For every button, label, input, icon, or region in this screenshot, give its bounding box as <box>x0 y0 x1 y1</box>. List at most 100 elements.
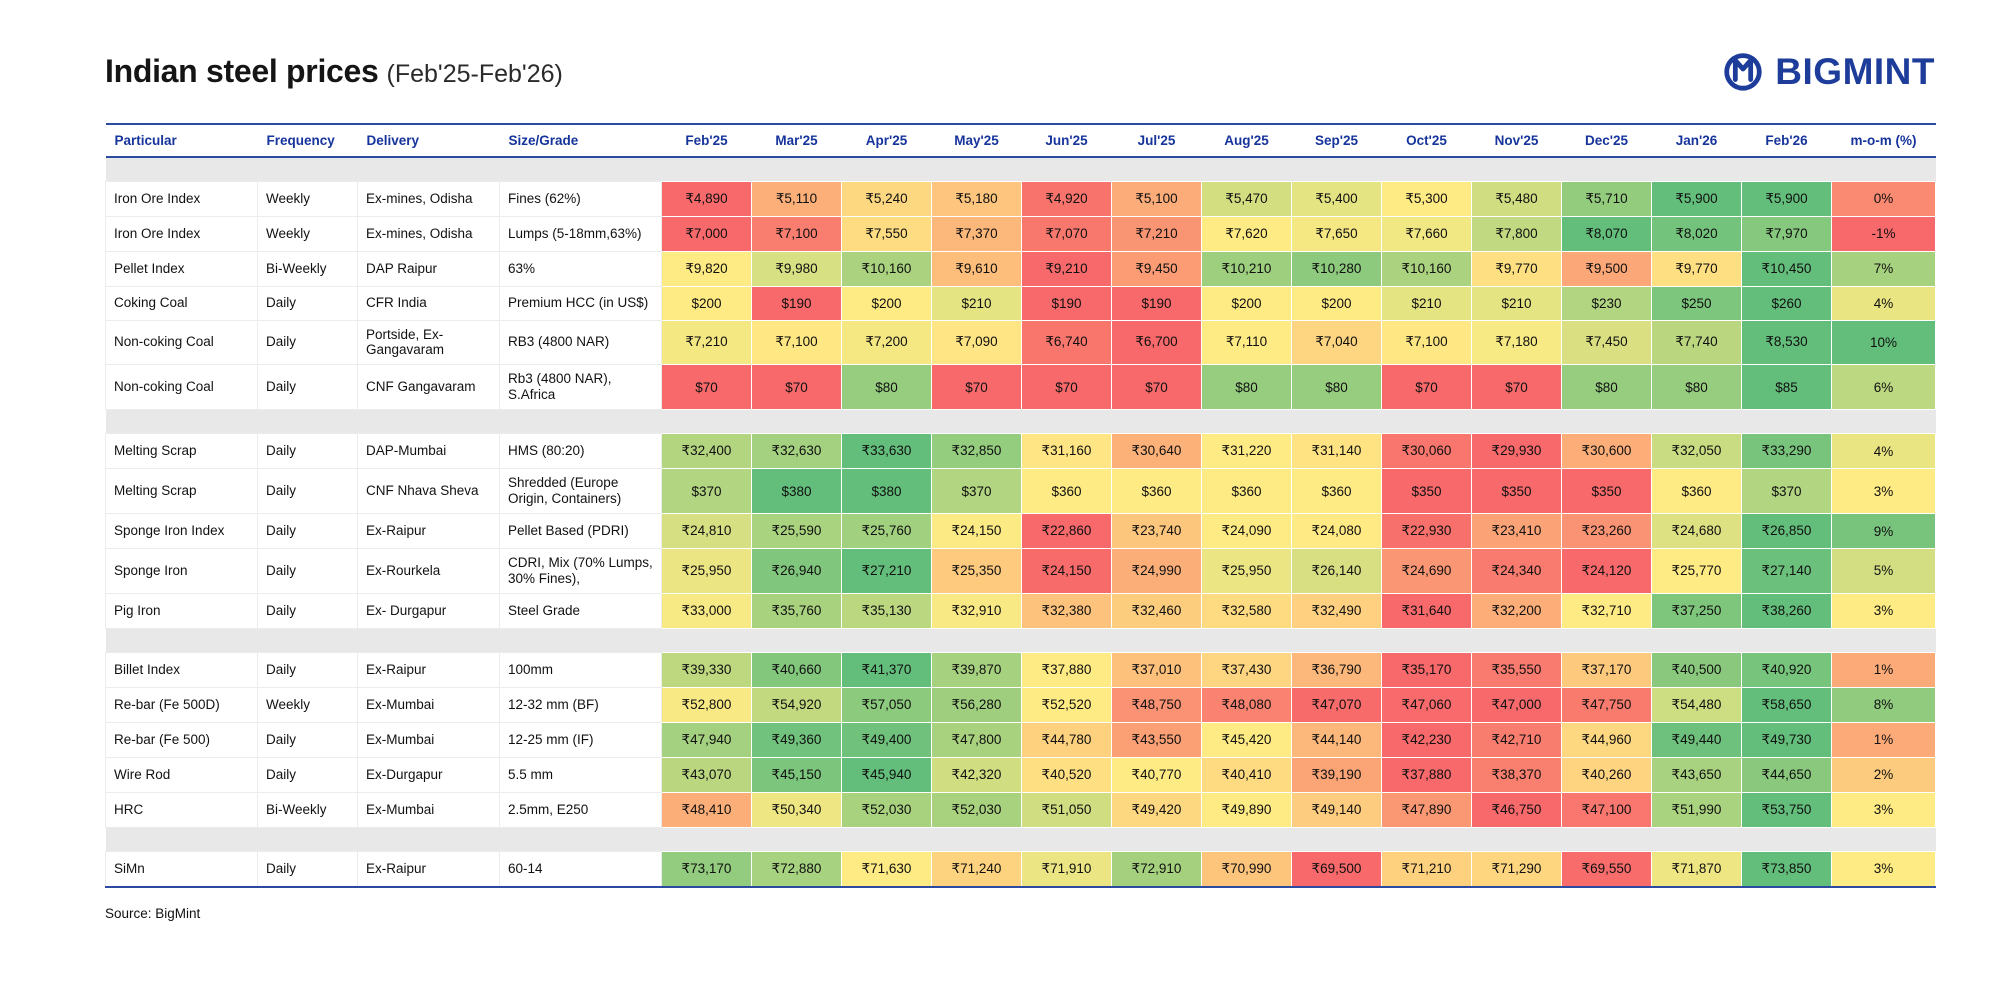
value-cell: ₹44,780 <box>1021 721 1112 758</box>
value-cell: ₹9,610 <box>931 250 1022 287</box>
particular-cell: Pig Iron <box>105 592 258 629</box>
value-cell: ₹8,020 <box>1651 215 1742 252</box>
table-row: Non-coking Coal Daily Portside, Ex-Gangava… <box>105 319 1936 366</box>
value-cell: ₹40,920 <box>1741 651 1832 688</box>
mom-cell: 9% <box>1831 513 1936 550</box>
value-cell: ₹24,120 <box>1561 548 1652 594</box>
value-cell: ₹35,170 <box>1381 651 1472 688</box>
value-cell: ₹70,990 <box>1201 850 1292 888</box>
table-row: HRC Bi-Weekly Ex-Mumbai 2.5mm, E250 ₹48,410 ₹… <box>105 791 1936 828</box>
particular-cell: Sponge Iron <box>105 548 258 594</box>
value-cell: ₹45,150 <box>751 756 842 793</box>
value-cell: $360 <box>1021 468 1112 515</box>
title-block: Indian steel prices (Feb'25-Feb'26) <box>105 53 563 90</box>
value-cell: ₹7,040 <box>1291 319 1382 366</box>
value-cell: ₹40,520 <box>1021 756 1112 793</box>
value-cell: ₹7,740 <box>1651 319 1742 366</box>
value-cell: $70 <box>1381 364 1472 411</box>
frequency-cell: Daily <box>257 756 358 793</box>
value-cell: ₹31,160 <box>1021 433 1112 470</box>
value-cell: ₹32,460 <box>1111 592 1202 629</box>
value-cell: ₹22,860 <box>1021 513 1112 550</box>
value-cell: $85 <box>1741 364 1832 411</box>
value-cell: $350 <box>1471 468 1562 515</box>
value-cell: ₹52,800 <box>661 686 752 723</box>
value-cell: ₹33,630 <box>841 433 932 470</box>
particular-cell: Re-bar (Fe 500D) <box>105 686 258 723</box>
delivery-cell: Ex-Durgapur <box>357 756 500 793</box>
value-cell: ₹32,380 <box>1021 592 1112 629</box>
size-grade-cell: Lumps (5-18mm,63%) <box>499 215 662 252</box>
value-cell: ₹27,140 <box>1741 548 1832 594</box>
value-cell: ₹49,360 <box>751 721 842 758</box>
value-cell: ₹44,650 <box>1741 756 1832 793</box>
table-row: Pig Iron Daily Ex- Durgapur Steel Grade ₹33,… <box>105 592 1936 629</box>
particular-cell: Melting Scrap <box>105 468 258 515</box>
frequency-cell: Daily <box>257 651 358 688</box>
size-grade-cell: 12-32 mm (BF) <box>499 686 662 723</box>
value-cell: ₹26,850 <box>1741 513 1832 550</box>
frequency-cell: Daily <box>257 468 358 515</box>
mom-cell: 4% <box>1831 285 1936 321</box>
table-row: Re-bar (Fe 500D) Weekly Ex-Mumbai 12-32 mm … <box>105 686 1936 723</box>
frequency-cell: Daily <box>257 548 358 594</box>
value-cell: ₹8,070 <box>1561 215 1652 252</box>
value-cell: ₹24,150 <box>1021 548 1112 594</box>
size-grade-cell: Rb3 (4800 NAR), S.Africa <box>499 364 662 411</box>
value-cell: ₹25,350 <box>931 548 1022 594</box>
value-cell: ₹9,500 <box>1561 250 1652 287</box>
frequency-cell: Daily <box>257 850 358 888</box>
value-cell: $370 <box>661 468 752 515</box>
spacer-row <box>105 409 1936 434</box>
value-cell: $70 <box>1471 364 1562 411</box>
value-cell: ₹56,280 <box>931 686 1022 723</box>
mom-cell: -1% <box>1831 215 1936 252</box>
value-cell: ₹7,180 <box>1471 319 1562 366</box>
value-cell: ₹7,110 <box>1201 319 1292 366</box>
size-grade-cell: Pellet Based (PDRI) <box>499 513 662 550</box>
value-cell: $360 <box>1651 468 1742 515</box>
value-cell: ₹7,970 <box>1741 215 1832 252</box>
value-cell: ₹73,170 <box>661 850 752 888</box>
value-cell: ₹30,600 <box>1561 433 1652 470</box>
particular-cell: Iron Ore Index <box>105 180 258 217</box>
value-cell: ₹46,750 <box>1471 791 1562 828</box>
mom-cell: 1% <box>1831 651 1936 688</box>
value-cell: $190 <box>1021 285 1112 321</box>
value-cell: ₹51,050 <box>1021 791 1112 828</box>
value-cell: ₹42,230 <box>1381 721 1472 758</box>
value-cell: ₹71,870 <box>1651 850 1742 888</box>
mom-cell: 4% <box>1831 433 1936 470</box>
value-cell: ₹53,750 <box>1741 791 1832 828</box>
table-row: Re-bar (Fe 500) Daily Ex-Mumbai 12-25 mm (I… <box>105 721 1936 758</box>
particular-cell: Billet Index <box>105 651 258 688</box>
mom-cell: 6% <box>1831 364 1936 411</box>
value-cell: ₹35,760 <box>751 592 842 629</box>
value-cell: $370 <box>931 468 1022 515</box>
delivery-cell: Ex- Durgapur <box>357 592 500 629</box>
page-header: Indian steel prices (Feb'25-Feb'26) BIGM… <box>105 0 1935 97</box>
month-header: Oct'25 <box>1381 123 1472 158</box>
value-cell: ₹32,580 <box>1201 592 1292 629</box>
month-header: Mar'25 <box>751 123 842 158</box>
value-cell: ₹40,660 <box>751 651 842 688</box>
value-cell: ₹7,100 <box>751 215 842 252</box>
value-cell: ₹71,240 <box>931 850 1022 888</box>
value-cell: $80 <box>1651 364 1742 411</box>
value-cell: ₹37,170 <box>1561 651 1652 688</box>
table-row: Iron Ore Index Weekly Ex-mines, Odisha Fine… <box>105 180 1936 217</box>
delivery-cell: DAP-Mumbai <box>357 433 500 470</box>
particular-cell: Pellet Index <box>105 250 258 287</box>
value-cell: $80 <box>841 364 932 411</box>
value-cell: $210 <box>1471 285 1562 321</box>
mom-cell: 5% <box>1831 548 1936 594</box>
value-cell: $380 <box>751 468 842 515</box>
value-cell: ₹27,210 <box>841 548 932 594</box>
value-cell: ₹32,050 <box>1651 433 1742 470</box>
value-cell: $70 <box>751 364 842 411</box>
month-header: Feb'25 <box>661 123 752 158</box>
value-cell: ₹7,650 <box>1291 215 1382 252</box>
value-cell: ₹69,550 <box>1561 850 1652 888</box>
value-cell: ₹31,640 <box>1381 592 1472 629</box>
month-header: Nov'25 <box>1471 123 1562 158</box>
